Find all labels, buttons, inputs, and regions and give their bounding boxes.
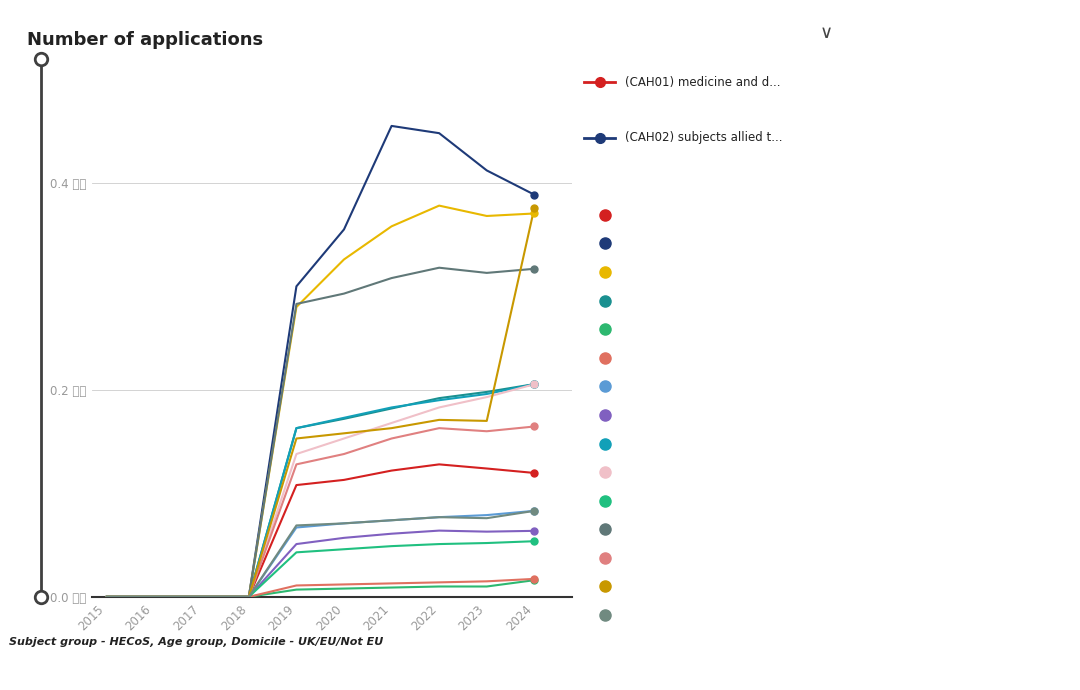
- Text: (CAH17) business and management: (CAH17) business and management: [757, 582, 937, 591]
- Text: 205,410: 205,410: [1021, 467, 1067, 477]
- Text: 170,410: 170,410: [1021, 267, 1067, 277]
- Point: [526, 202, 543, 213]
- Text: ∨: ∨: [820, 24, 833, 42]
- Text: (CAH06) agriculture, food and related studies: (CAH06) agriculture, food and related st…: [710, 353, 937, 363]
- Text: 205,500: 205,500: [1022, 439, 1067, 449]
- Point: [526, 525, 543, 536]
- Text: 53,760: 53,760: [1028, 495, 1067, 506]
- Text: (CAH07) physical sciences: (CAH07) physical sciences: [805, 382, 937, 391]
- Text: 375,710: 375,710: [1022, 582, 1067, 591]
- Text: (CAH13) architecture, building and planning: (CAH13) architecture, building and plann…: [716, 495, 937, 506]
- Point: [526, 379, 543, 390]
- Text: 63,770: 63,770: [1028, 410, 1067, 420]
- Text: 16,110: 16,110: [1028, 324, 1067, 334]
- Text: 164,590: 164,590: [1021, 553, 1067, 563]
- Text: 83,070: 83,070: [1028, 610, 1067, 620]
- Text: (CAH04) psychology: (CAH04) psychology: [836, 295, 937, 306]
- Text: 2024: 2024: [608, 180, 650, 195]
- Point: [526, 189, 543, 200]
- Text: Subject group - HECoS: Subject group - HECoS: [16, 667, 149, 680]
- Text: 141,540: 141,540: [1021, 295, 1067, 306]
- Text: 316,960: 316,960: [1022, 524, 1067, 534]
- Point: [526, 573, 543, 584]
- Text: (CAH02) subjects allied t...: (CAH02) subjects allied t...: [625, 131, 782, 144]
- Text: 2: 2: [599, 667, 606, 680]
- Text: (CAH01) medicine and d...: (CAH01) medicine and d...: [625, 76, 780, 88]
- Text: (CAH05) veterinary sciences: (CAH05) veterinary sciences: [795, 324, 937, 334]
- Text: Number of applications: Number of applications: [27, 31, 264, 49]
- Text: (CAH11) computing: (CAH11) computing: [839, 467, 937, 477]
- Text: 119,700: 119,700: [1022, 210, 1067, 220]
- Point: [526, 379, 543, 390]
- Text: (CAH10) engineering and technology: (CAH10) engineering and technology: [752, 439, 937, 449]
- Text: (CAH02) subjects allied to medicine: (CAH02) subjects allied to medicine: [758, 239, 937, 248]
- Text: (CAH09) mathematical sciences: (CAH09) mathematical sciences: [777, 410, 937, 420]
- Point: [526, 575, 543, 586]
- Text: 388,570: 388,570: [1022, 239, 1067, 248]
- Point: [526, 505, 543, 516]
- Point: [526, 208, 543, 219]
- Point: [526, 505, 543, 516]
- Text: (CAH03) biological and sport sciences: (CAH03) biological and sport sciences: [748, 267, 937, 277]
- Text: Subject group - HECoS, Age group, Domicile - UK/EU/Not EU: Subject group - HECoS, Age group, Domici…: [9, 638, 383, 647]
- Text: (CAH19) language and area studies: (CAH19) language and area studies: [759, 610, 937, 620]
- Text: 2015: 2015: [527, 667, 557, 680]
- Point: [526, 264, 543, 275]
- Text: (CAH01) medicine and dentistry: (CAH01) medicine and dentistry: [777, 210, 937, 220]
- Text: 83,110: 83,110: [1028, 382, 1067, 391]
- Point: [526, 535, 543, 546]
- Text: (CAH16) law: (CAH16) law: [875, 553, 937, 563]
- Point: [526, 467, 543, 478]
- Text: 17,360: 17,360: [1028, 353, 1067, 363]
- Point: [526, 379, 543, 390]
- Point: [526, 421, 543, 432]
- Text: (CAH15) social sciences: (CAH15) social sciences: [818, 524, 937, 534]
